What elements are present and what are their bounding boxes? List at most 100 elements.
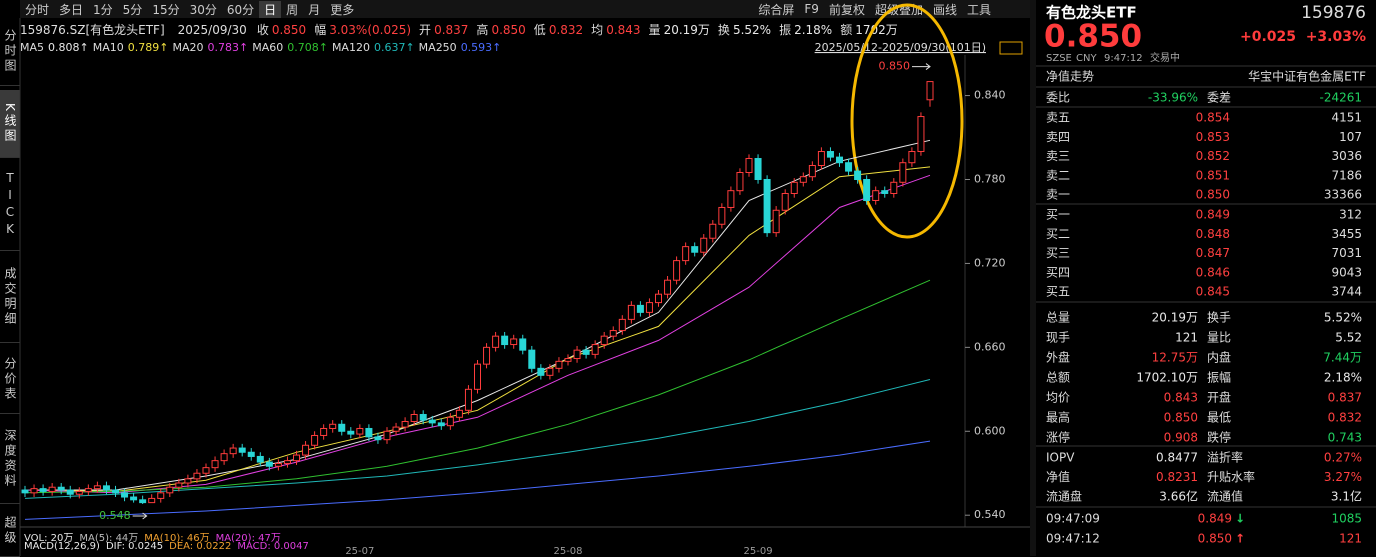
toolbar-item[interactable]: 60分 (226, 2, 255, 17)
candle-body (112, 489, 119, 494)
toolbar-item[interactable]: 月 (308, 2, 321, 17)
candle-body (600, 335, 608, 346)
info-label: 换 (717, 23, 730, 37)
book-label: 买二 (1046, 227, 1070, 241)
candle-body (510, 338, 518, 346)
stat-label: IOPV (1046, 451, 1075, 465)
candle-body (437, 422, 445, 427)
legend-item: MACD: 0.0047 (237, 541, 309, 552)
candle-body (899, 162, 907, 183)
candle-body (492, 335, 500, 348)
stat-label: 溢折率 (1207, 450, 1243, 465)
legend-value: 0.789↑ (127, 41, 169, 54)
etf-code: 159876 (1301, 3, 1366, 23)
stat-value: 1702.10万 (1136, 371, 1198, 385)
toolbar-item[interactable]: 5分 (122, 2, 143, 17)
info-label: 额 (840, 23, 853, 37)
candle-body (211, 460, 219, 469)
side-tab[interactable]: 分时图 (0, 18, 20, 86)
candle-body (664, 279, 672, 295)
stat-label: 升贴水率 (1207, 469, 1255, 484)
toolbar-item[interactable]: 前复权 (828, 2, 865, 17)
toolbar-item[interactable]: 多日 (59, 2, 84, 17)
candle-body (139, 499, 147, 504)
candle-body (84, 488, 92, 492)
candle-body (392, 426, 400, 432)
candle-body (446, 416, 454, 427)
candle-body (573, 349, 581, 360)
book-volume: 9043 (1331, 265, 1362, 279)
trade-volume: 1085 (1331, 512, 1362, 526)
legend-item: VOL: 20万 (24, 533, 74, 544)
stat-label: 净值 (1046, 469, 1070, 484)
toolbar-item[interactable]: 综合屏 (758, 2, 795, 17)
side-tab[interactable]: 深度资料 (0, 415, 20, 504)
book-price: 0.851 (1196, 168, 1230, 182)
toolbar-item[interactable]: 15分 (152, 2, 180, 17)
splitter[interactable] (1030, 0, 1036, 556)
ma-line (24, 279, 931, 494)
side-tab[interactable]: TICK (0, 160, 20, 251)
candle-body (854, 170, 862, 180)
date-range: 2025/05/12-2025/09/30(101日) (815, 41, 986, 54)
stat-value: 2.18% (1324, 371, 1362, 385)
candle-body (347, 430, 355, 435)
legend-name: MA250 (418, 41, 457, 54)
info-value: 0.832 (548, 23, 584, 37)
candle-body (537, 367, 545, 376)
candle-body (121, 492, 129, 498)
toolbar-item[interactable]: 周 (286, 2, 299, 17)
stat-value: 0.8231 (1156, 470, 1198, 484)
side-tab[interactable]: K线图 (0, 90, 20, 158)
trade-price: 0.849 (1198, 512, 1232, 526)
toolbar-item[interactable]: F9 (804, 2, 819, 16)
book-volume: 3455 (1331, 227, 1362, 241)
y-tick-label: 0.840 (974, 89, 1006, 102)
x-tick-label: 25-08 (553, 546, 582, 556)
y-tick-label: 0.660 (974, 340, 1006, 353)
legend-name: MA5 (20, 41, 45, 54)
toolbar-item[interactable]: 日 (259, 0, 282, 18)
toolbar-item[interactable]: 更多 (330, 2, 355, 17)
stat-label: 总额 (1046, 371, 1070, 385)
candle-body (365, 427, 373, 438)
book-volume: 33366 (1324, 188, 1362, 202)
stat-label: 开盘 (1207, 390, 1231, 405)
candle-body (501, 335, 509, 346)
candle-body (184, 478, 192, 484)
candle-body (419, 413, 427, 421)
candle-body (455, 409, 463, 418)
y-tick-label: 0.720 (974, 256, 1006, 269)
toolbar-item[interactable]: 画线 (932, 2, 957, 17)
info-value: 0.843 (606, 23, 641, 37)
ma-legend: MA5 0.808↑ MA10 0.789↑ MA20 0.783↑ MA60 0.708↑ M… (20, 41, 505, 54)
candle-body (48, 486, 56, 492)
toolbar-item[interactable]: 30分 (189, 2, 217, 17)
stat-value: 7.44万 (1323, 351, 1362, 365)
stat-value: 20.19万 (1152, 311, 1198, 325)
candle-body (410, 413, 418, 422)
toolbar-item[interactable]: 工具 (966, 2, 991, 17)
book-label: 卖四 (1046, 130, 1070, 144)
candle-body (311, 434, 319, 446)
side-tab[interactable]: 分价表 (0, 345, 20, 414)
book-label: 买五 (1046, 285, 1070, 299)
toolbar-item[interactable]: 分时 (25, 2, 50, 17)
book-price: 0.850 (1196, 188, 1230, 202)
info-label: 均 (591, 23, 604, 37)
candle-body (799, 176, 807, 183)
trade-volume: 121 (1339, 532, 1362, 546)
vol-legend: VOL: 20万 MA(5): 44万 MA(10): 46万 MA(20): 47万 (24, 529, 287, 544)
book-price: 0.845 (1196, 285, 1230, 299)
candle-body (157, 492, 165, 499)
lock-icon[interactable] (999, 41, 1023, 55)
info-value: 20.19万 (663, 23, 710, 37)
toolbar-item[interactable]: 1分 (93, 2, 113, 17)
side-tab[interactable]: 成交明细 (0, 252, 20, 343)
status: 交易中 (1150, 51, 1180, 64)
nav-tab[interactable]: 净值走势 (1046, 69, 1094, 84)
stat-value: 12.75万 (1152, 351, 1198, 365)
candle-body (383, 430, 391, 441)
legend-item: DEA: 0.0222 (169, 541, 232, 552)
